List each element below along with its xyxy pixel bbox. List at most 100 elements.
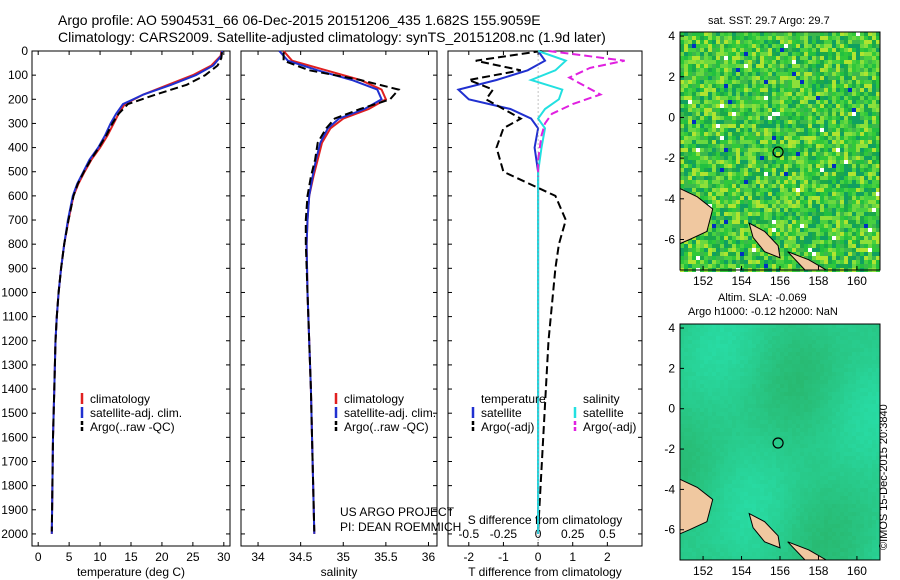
map-cell [696,124,700,128]
map-cell [852,204,856,208]
map-cell [728,176,732,180]
map-cell [680,440,684,444]
map-cell [792,432,796,436]
map-cell [720,408,724,412]
map-cell [836,80,840,84]
map-cell [784,104,788,108]
map-cell [716,112,720,116]
map-cell [872,396,876,400]
map-cell [712,112,716,116]
map-cell [720,224,724,228]
map-cell [744,340,748,344]
map-cell [784,420,788,424]
map-cell [720,104,724,108]
map-cell [872,412,876,416]
map-cell [716,344,720,348]
map-cell [724,44,728,48]
map-cell [780,408,784,412]
map-cell [860,372,864,376]
map-cell [780,436,784,440]
map-cell [844,172,848,176]
map-cell [728,104,732,108]
map-cell [720,368,724,372]
map-cell [736,160,740,164]
map-cell [684,360,688,364]
map-cell [752,144,756,148]
map-cell [688,256,692,260]
map-cell [704,48,708,52]
map-cell [732,356,736,360]
map-cell [792,360,796,364]
map-cell [840,396,844,400]
map-cell [816,164,820,168]
map-cell [748,112,752,116]
map-cell [684,352,688,356]
map-cell [768,400,772,404]
map-cell [788,200,792,204]
map-cell [780,116,784,120]
map-cell [816,200,820,204]
map-cell [772,348,776,352]
map-cell [684,344,688,348]
map-cell [792,152,796,156]
ytick-label: 800 [8,237,28,251]
map-cell [776,224,780,228]
map-cell [828,208,832,212]
map-cell [816,360,820,364]
map-cell [776,232,780,236]
map-cell [760,200,764,204]
map-cell [876,76,880,80]
map-cell [800,36,804,40]
map-cell [776,424,780,428]
map-cell [692,352,696,356]
map-cell [716,92,720,96]
map-cell [684,60,688,64]
map-cell [736,112,740,116]
map-cell [688,80,692,84]
map-cell [756,36,760,40]
map-cell [688,364,692,368]
map-cell [828,124,832,128]
map-cell [860,156,864,160]
map-cell [856,116,860,120]
map-cell [752,396,756,400]
map-cell [680,136,684,140]
map-cell [848,256,852,260]
map-cell [840,188,844,192]
map-cell [876,348,880,352]
map-cell [772,340,776,344]
map-cell [712,60,716,64]
map-cell [768,456,772,460]
map-cell [708,356,712,360]
map-cell [820,408,824,412]
map-cell [712,40,716,44]
map-cell [780,228,784,232]
map-cell [848,48,852,52]
map-cell [844,184,848,188]
map-cell [772,428,776,432]
map-cell [868,384,872,388]
map-cell [784,72,788,76]
map-cell [796,128,800,132]
map-cell [836,336,840,340]
map-cell [836,448,840,452]
map-cell [860,132,864,136]
map-cell [732,72,736,76]
map-cell [840,168,844,172]
map-cell [840,64,844,68]
map-cell [736,152,740,156]
map-cell [856,176,860,180]
map-cell [696,76,700,80]
map-cell [856,216,860,220]
map-cell [724,232,728,236]
map-cell [752,68,756,72]
map-cell [840,80,844,84]
map-cell [860,240,864,244]
map-cell [712,200,716,204]
map-cell [688,372,692,376]
map-cell [792,120,796,124]
map-cell [812,364,816,368]
map-cell [816,400,820,404]
map-cell [812,420,816,424]
map-cell [700,404,704,408]
